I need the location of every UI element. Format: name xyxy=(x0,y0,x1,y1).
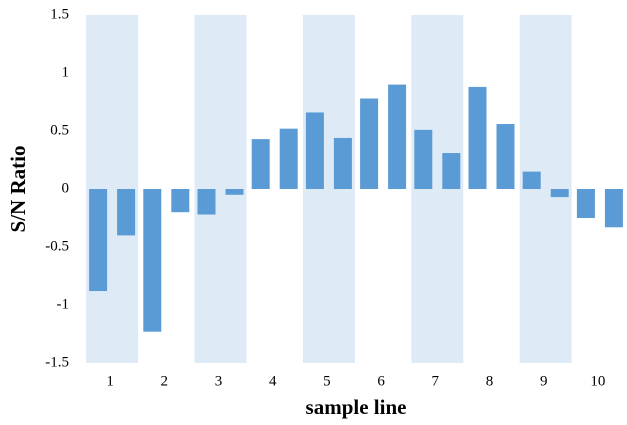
bar xyxy=(279,128,298,189)
x-tick-label: 3 xyxy=(215,373,223,389)
x-tick-label: 8 xyxy=(486,373,494,389)
x-tick-label: 2 xyxy=(161,373,169,389)
bar xyxy=(576,189,595,218)
bar xyxy=(333,137,352,189)
bar xyxy=(117,189,136,236)
y-tick-label: 0 xyxy=(62,180,70,196)
bar xyxy=(251,139,270,189)
bar xyxy=(388,84,407,189)
bar xyxy=(89,189,108,292)
bar xyxy=(550,189,569,198)
x-tick-label: 6 xyxy=(377,373,385,389)
bar xyxy=(143,189,162,332)
bar xyxy=(468,86,487,189)
y-tick-label: 1 xyxy=(62,64,70,80)
bar xyxy=(360,98,379,189)
x-tick-label: 9 xyxy=(540,373,548,389)
x-tick-label: 4 xyxy=(269,373,277,389)
bar xyxy=(197,189,216,215)
x-tick-label: 1 xyxy=(106,373,114,389)
bar xyxy=(305,112,324,189)
y-tick-label: 1.5 xyxy=(50,6,69,22)
bar xyxy=(414,129,433,189)
bar xyxy=(225,189,244,195)
bar xyxy=(442,153,461,189)
y-tick-label: -1 xyxy=(57,296,70,312)
x-tick-label: 5 xyxy=(323,373,331,389)
x-axis-title: sample line xyxy=(306,395,407,419)
y-tick-label: -1.5 xyxy=(45,354,69,370)
x-tick-label: 7 xyxy=(432,373,440,389)
y-tick-label: -0.5 xyxy=(45,238,69,254)
y-axis-title: S/N Ratio xyxy=(6,146,30,233)
x-tick-label: 10 xyxy=(590,373,605,389)
bar xyxy=(604,189,623,228)
bar xyxy=(522,171,541,189)
bar xyxy=(496,124,515,189)
y-tick-label: 0.5 xyxy=(50,122,69,138)
bar xyxy=(171,189,190,213)
